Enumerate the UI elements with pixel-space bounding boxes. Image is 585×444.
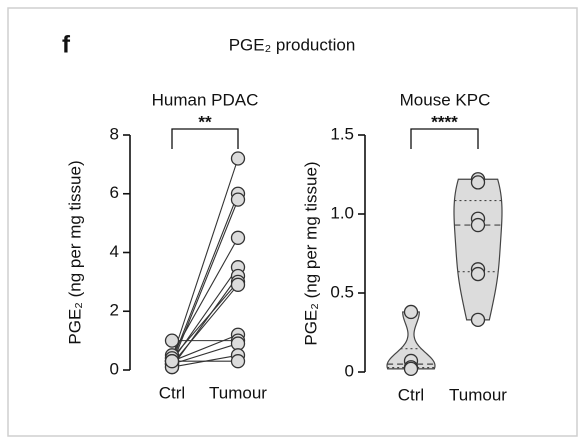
y-tick-label: 6 [110, 183, 119, 202]
data-point [470, 217, 486, 233]
data-point [164, 333, 180, 348]
x-tick-label: Ctrl [159, 383, 185, 402]
data-point [164, 354, 180, 369]
significance-bracket [410, 128, 479, 149]
data-point [230, 192, 246, 207]
y-tick-label: 1.5 [330, 124, 354, 143]
y-tick-label: 8 [110, 124, 119, 143]
y-tick-label: 0 [110, 359, 119, 378]
y-tick-label: 0 [345, 361, 354, 380]
y-tick-label: 2 [110, 301, 119, 320]
pair-line [171, 281, 239, 359]
pair-line [171, 193, 239, 362]
data-point [403, 304, 419, 320]
data-point [470, 266, 486, 282]
y-axis-label: PGE₂ (ng per mg tissue) [65, 160, 84, 344]
pair-line [171, 237, 239, 356]
y-tick-label: 4 [110, 242, 119, 261]
data-point [403, 361, 419, 376]
pair-line [171, 275, 239, 368]
violin [386, 311, 436, 370]
panel-title: Human PDAC [152, 90, 259, 109]
data-point [470, 175, 486, 190]
pair-line [171, 334, 239, 362]
data-point [230, 336, 246, 351]
panel-label: f [62, 31, 71, 58]
y-tick-label: 0.5 [330, 282, 354, 301]
pair-line [171, 158, 239, 359]
x-tick-label: Tumour [209, 383, 267, 402]
data-point [230, 230, 246, 245]
y-tick-label: 1.0 [330, 203, 354, 222]
data-point [230, 354, 246, 369]
figure-title: PGE₂ production [229, 35, 356, 54]
data-point [470, 312, 486, 328]
y-axis-label: PGE₂ (ng per mg tissue) [301, 161, 320, 345]
significance-label: ** [198, 112, 212, 131]
significance-bracket [171, 128, 239, 149]
data-point [230, 277, 246, 292]
pair-line [171, 284, 239, 365]
significance-label: **** [431, 112, 458, 131]
data-point [230, 151, 246, 166]
x-tick-label: Tumour [449, 385, 507, 404]
x-tick-label: Ctrl [398, 385, 424, 404]
panel-title: Mouse KPC [400, 90, 491, 109]
